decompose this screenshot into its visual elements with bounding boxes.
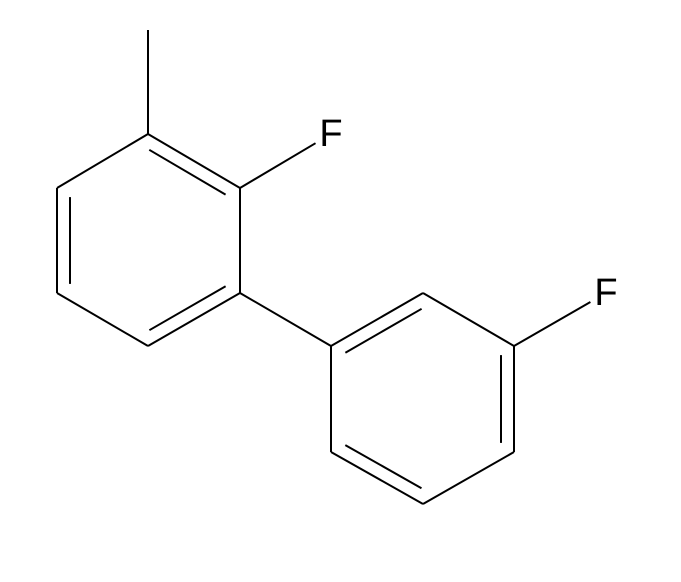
bond bbox=[331, 293, 423, 346]
bond bbox=[240, 143, 316, 188]
bond bbox=[514, 302, 590, 346]
bond bbox=[423, 452, 514, 504]
bond bbox=[240, 293, 331, 346]
bond bbox=[423, 293, 514, 346]
bond bbox=[57, 293, 148, 346]
bond bbox=[331, 452, 423, 504]
bond bbox=[148, 134, 240, 188]
atom-label-f: F bbox=[594, 272, 617, 314]
atom-label-f: F bbox=[319, 113, 342, 155]
bond bbox=[148, 293, 240, 346]
bond bbox=[57, 134, 148, 188]
molecule-diagram: FF bbox=[0, 0, 681, 582]
